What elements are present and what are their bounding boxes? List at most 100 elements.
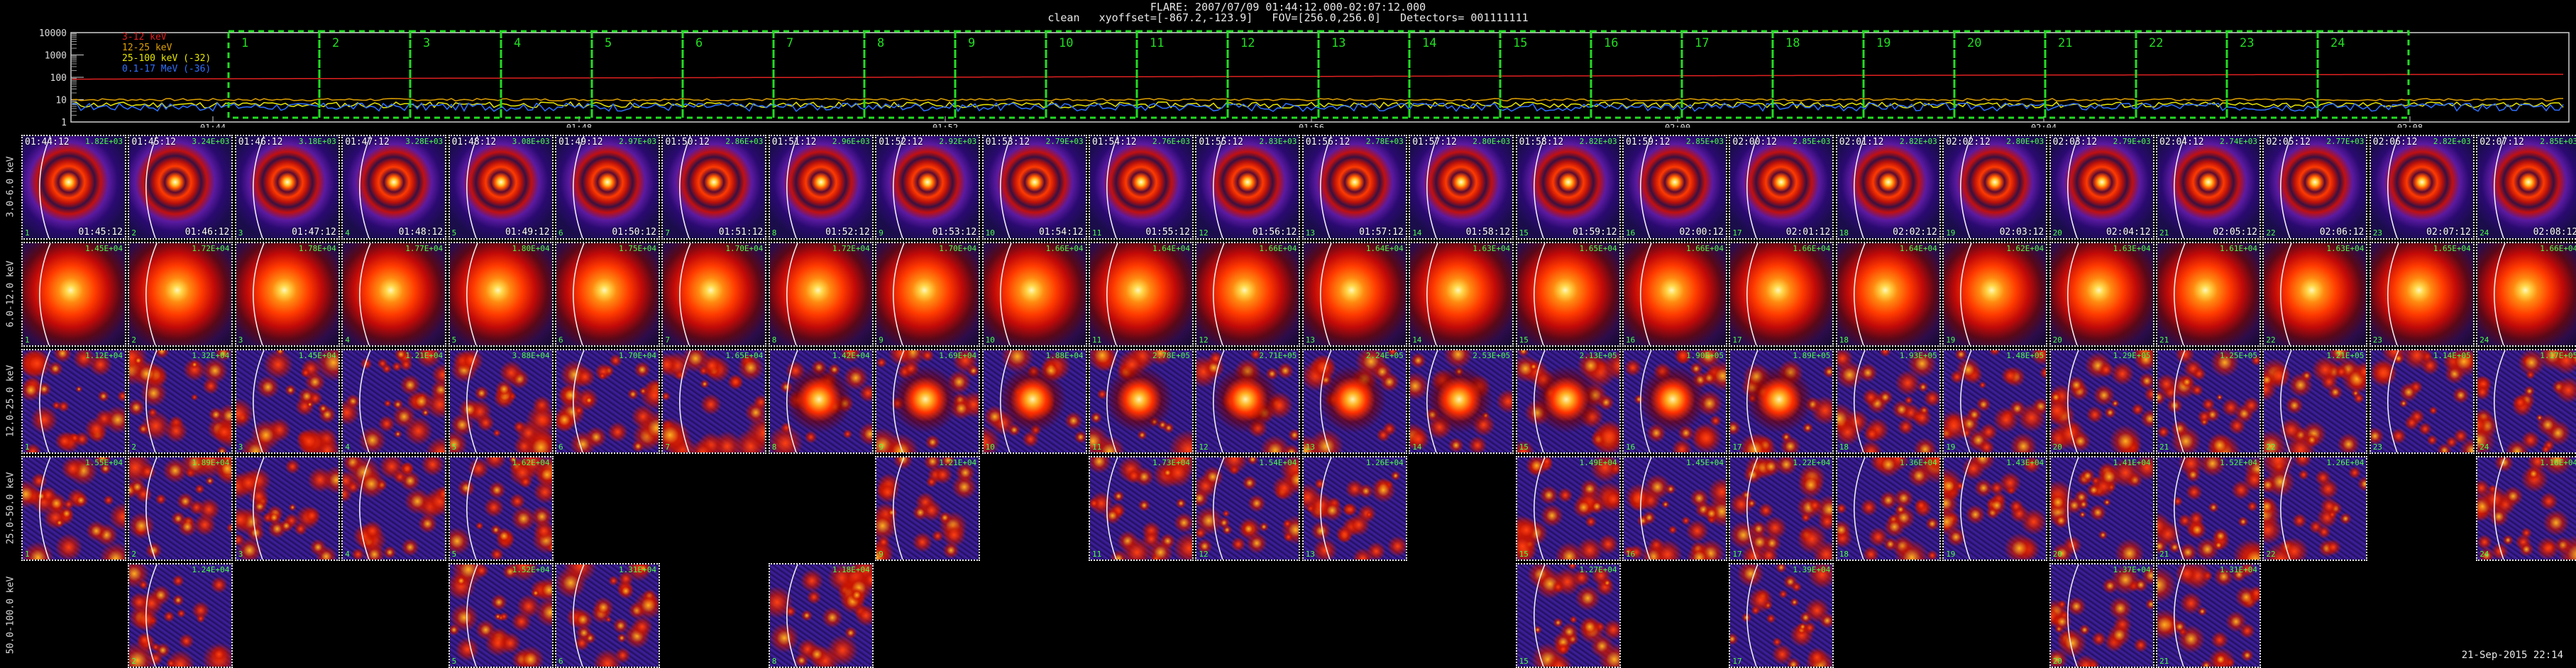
image-tile[interactable]: 02:01:12 02:02:12 2.82E+03 18 [1835, 135, 1941, 240]
image-tile[interactable]: 1.31E+04 21 [2156, 563, 2261, 668]
image-tile[interactable]: 1.70E+04 7 [661, 242, 767, 347]
image-tile[interactable]: 2.71E+05 12 [1195, 349, 1301, 454]
image-tile[interactable]: 1.90E+05 16 [1622, 349, 1727, 454]
image-tile[interactable]: 1.21E+05 22 [2262, 349, 2368, 454]
image-tile[interactable]: 1.52E+04 5 [448, 563, 554, 668]
image-tile[interactable]: 1.64E+04 11 [1089, 242, 1194, 347]
image-tile[interactable]: 1.88E+04 10 [981, 349, 1087, 454]
image-tile[interactable]: 1.63E+04 22 [2262, 242, 2368, 347]
tile-interval-number: 21 [2159, 442, 2169, 452]
image-tile[interactable]: 1.63E+04 20 [2049, 242, 2154, 347]
image-tile[interactable]: 1.36E+04 18 [1835, 456, 1941, 561]
image-tile[interactable]: 1.66E+04 16 [1622, 242, 1727, 347]
image-tile[interactable]: 01:59:12 02:00:12 2.85E+03 16 [1622, 135, 1727, 240]
image-tile[interactable]: 1.24E+04 2 [128, 563, 233, 668]
image-tile[interactable]: 1.27E+04 15 [1515, 563, 1621, 668]
image-tile[interactable]: 3 [234, 456, 340, 561]
image-tile[interactable]: 1.42E+04 8 [768, 349, 874, 454]
image-tile[interactable]: 1.72E+04 2 [128, 242, 233, 347]
image-tile[interactable]: 1.77E+04 4 [341, 242, 447, 347]
image-tile[interactable]: 1.43E+04 19 [1942, 456, 2048, 561]
image-tile[interactable]: 01:53:12 01:54:12 2.79E+03 10 [981, 135, 1087, 240]
image-tile[interactable]: 1.48E+05 19 [1942, 349, 2048, 454]
image-tile[interactable]: 1.52E+04 21 [2156, 456, 2261, 561]
image-tile[interactable]: 1.75E+04 6 [555, 242, 660, 347]
tile-interval-number: 17 [1732, 335, 1742, 345]
image-tile[interactable]: 1.54E+04 12 [1195, 456, 1301, 561]
image-tile[interactable]: 1.16E+04 24 [2476, 456, 2576, 561]
image-tile[interactable]: 1.49E+04 15 [1515, 456, 1621, 561]
image-tile[interactable]: 01:54:12 01:55:12 2.76E+03 11 [1089, 135, 1194, 240]
image-tile[interactable]: 1.45E+04 1 [21, 242, 126, 347]
image-tile[interactable]: 02:02:12 02:03:12 2.80E+03 19 [1942, 135, 2048, 240]
image-tile[interactable]: 2.24E+05 13 [1301, 349, 1407, 454]
image-tile[interactable]: 1.12E+04 1 [21, 349, 126, 454]
image-tile[interactable]: 1.61E+04 21 [2156, 242, 2261, 347]
image-tile[interactable]: 1.25E+05 21 [2156, 349, 2261, 454]
image-tile[interactable]: 1.65E+04 15 [1515, 242, 1621, 347]
image-tile[interactable]: 1.18E+04 8 [768, 563, 874, 668]
image-tile[interactable]: 02:05:12 02:06:12 2.77E+03 22 [2262, 135, 2368, 240]
image-tile[interactable]: 1.66E+04 24 [2476, 242, 2576, 347]
image-tile[interactable]: 01:47:12 01:48:12 3.28E+03 4 [341, 135, 447, 240]
image-tile[interactable]: 1.45E+04 3 [234, 349, 340, 454]
image-tile[interactable]: 1.66E+04 12 [1195, 242, 1301, 347]
image-tile[interactable]: 1.37E+04 20 [2049, 563, 2154, 668]
image-tile[interactable]: 1.89E+04 2 [128, 456, 233, 561]
image-tile[interactable]: 1.89E+05 17 [1729, 349, 1834, 454]
image-tile[interactable]: 1.21E+04 9 [875, 456, 981, 561]
image-tile[interactable]: 1.14E+05 23 [2369, 349, 2475, 454]
image-tile[interactable]: 1.62E+04 5 [448, 456, 554, 561]
image-tile[interactable]: 1.32E+04 2 [128, 349, 233, 454]
image-tile[interactable]: 1.45E+04 16 [1622, 456, 1727, 561]
image-tile[interactable]: 1.26E+04 22 [2262, 456, 2368, 561]
image-tile[interactable]: 1.65E+04 7 [661, 349, 767, 454]
image-tile[interactable]: 1.78E+04 3 [234, 242, 340, 347]
image-tile[interactable]: 1.31E+04 6 [555, 563, 660, 668]
image-tile[interactable]: 1.93E+05 18 [1835, 349, 1941, 454]
image-tile[interactable]: 2.53E+05 14 [1409, 349, 1514, 454]
image-tile[interactable]: 01:45:12 01:46:12 3.24E+03 2 [128, 135, 233, 240]
image-tile[interactable]: 01:52:12 01:53:12 2.92E+03 9 [875, 135, 981, 240]
image-tile[interactable]: 3.88E+04 5 [448, 349, 554, 454]
image-tile[interactable]: 1.72E+04 8 [768, 242, 874, 347]
image-tile[interactable]: 1.17E+05 24 [2476, 349, 2576, 454]
image-tile[interactable]: 2.13E+05 15 [1515, 349, 1621, 454]
image-tile[interactable]: 1.66E+04 17 [1729, 242, 1834, 347]
image-tile[interactable]: 01:51:12 01:52:12 2.96E+03 8 [768, 135, 874, 240]
image-tile[interactable]: 02:00:12 02:01:12 2.85E+03 17 [1729, 135, 1834, 240]
image-tile[interactable]: 1.70E+04 6 [555, 349, 660, 454]
image-tile[interactable]: 01:57:12 01:58:12 2.80E+03 14 [1409, 135, 1514, 240]
image-tile[interactable]: 02:06:12 02:07:12 2.82E+03 23 [2369, 135, 2475, 240]
image-tile[interactable]: 1.22E+04 17 [1729, 456, 1834, 561]
image-tile[interactable]: 01:46:12 01:47:12 3.18E+03 3 [234, 135, 340, 240]
image-tile[interactable]: 1.69E+04 9 [875, 349, 981, 454]
image-tile[interactable]: 02:03:12 02:04:12 2.79E+03 20 [2049, 135, 2154, 240]
image-tile[interactable]: 1.63E+04 14 [1409, 242, 1514, 347]
image-tile[interactable]: 1.73E+04 11 [1089, 456, 1194, 561]
image-tile[interactable]: 01:58:12 01:59:12 2.82E+03 15 [1515, 135, 1621, 240]
image-tile[interactable]: 1.55E+04 1 [21, 456, 126, 561]
image-tile[interactable]: 1.64E+04 13 [1301, 242, 1407, 347]
image-tile[interactable]: 01:48:12 01:49:12 3.08E+03 5 [448, 135, 554, 240]
image-tile[interactable]: 1.62E+04 19 [1942, 242, 2048, 347]
image-tile[interactable]: 2.78E+05 11 [1089, 349, 1194, 454]
image-tile[interactable]: 01:50:12 01:51:12 2.86E+03 7 [661, 135, 767, 240]
image-tile[interactable]: 1.41E+04 20 [2049, 456, 2154, 561]
image-tile[interactable]: 1.21E+04 4 [341, 349, 447, 454]
image-tile[interactable]: 1.80E+04 5 [448, 242, 554, 347]
image-tile[interactable]: 1.26E+04 13 [1301, 456, 1407, 561]
image-tile[interactable]: 1.39E+04 17 [1729, 563, 1834, 668]
image-tile[interactable]: 1.65E+04 23 [2369, 242, 2475, 347]
image-tile[interactable]: 01:44:12 01:45:12 1.82E+03 1 [21, 135, 126, 240]
image-tile[interactable]: 1.29E+05 20 [2049, 349, 2154, 454]
image-tile[interactable]: 4 [341, 456, 447, 561]
image-tile[interactable]: 1.64E+04 18 [1835, 242, 1941, 347]
image-tile[interactable]: 1.70E+04 9 [875, 242, 981, 347]
image-tile[interactable]: 01:55:12 01:56:12 2.83E+03 12 [1195, 135, 1301, 240]
image-tile[interactable]: 02:07:12 02:08:12 2.85E+03 24 [2476, 135, 2576, 240]
image-tile[interactable]: 02:04:12 02:05:12 2.74E+03 21 [2156, 135, 2261, 240]
image-tile[interactable]: 01:56:12 01:57:12 2.78E+03 13 [1301, 135, 1407, 240]
image-tile[interactable]: 01:49:12 01:50:12 2.97E+03 6 [555, 135, 660, 240]
image-tile[interactable]: 1.66E+04 10 [981, 242, 1087, 347]
